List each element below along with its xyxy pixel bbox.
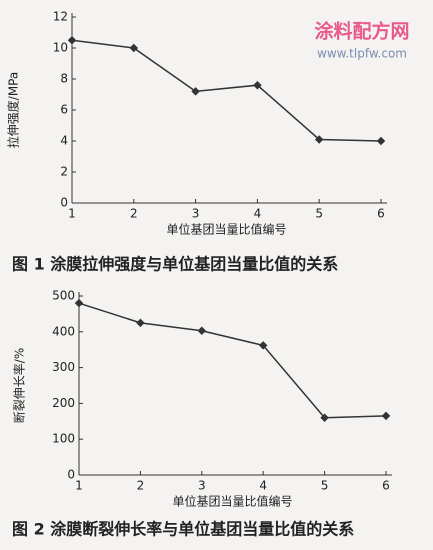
y-tick-label: 400 [52, 324, 75, 338]
x-tick-label: 3 [198, 479, 206, 493]
y-tick-label: 100 [52, 432, 75, 446]
x-tick-label: 2 [130, 207, 138, 221]
y-tick-label: 8 [60, 72, 68, 86]
marker [197, 326, 207, 335]
marker [381, 411, 391, 421]
x-tick-label: 1 [68, 207, 76, 221]
caption: 图 2 涂膜断裂伸长率与单位基团当量比值的关系 [12, 520, 354, 539]
marker [253, 80, 262, 90]
y-axis-label: 拉伸强度/MPa [6, 72, 21, 148]
line [78, 302, 387, 419]
x-tick-label: 5 [315, 207, 323, 221]
y-tick-label: 4 [60, 134, 68, 148]
y-tick-label: 300 [52, 360, 75, 374]
y-tick-label: 12 [53, 10, 68, 24]
x-tick-label: 4 [254, 207, 262, 221]
caption: 图 1 涂膜拉伸强度与单位基团当量比值的关系 [12, 255, 338, 274]
marker [314, 135, 324, 144]
marker [74, 298, 84, 308]
marker [320, 413, 329, 422]
y-tick-label: 0 [67, 468, 75, 482]
x-axis-label: 单位基团当量比值编号 [172, 494, 292, 509]
x-tick-label: 5 [321, 479, 329, 493]
line [71, 39, 382, 142]
y-tick-label: 6 [60, 103, 68, 117]
x-tick-label: 3 [192, 207, 200, 221]
marker [67, 36, 77, 45]
x-tick-label: 6 [382, 479, 390, 493]
x-axis-label: 单位基团当量比值编号 [166, 222, 286, 237]
x-tick-label: 2 [137, 479, 145, 493]
y-tick-label: 0 [60, 196, 68, 210]
x-tick-label: 4 [259, 479, 267, 493]
marker [258, 341, 268, 350]
x-tick-label: 1 [75, 479, 83, 493]
y-tick-label: 500 [52, 289, 75, 303]
watermark-name: 涂料配方网 [314, 20, 409, 43]
marker [136, 318, 145, 328]
watermark-url: www.tlpfw.com [317, 47, 407, 61]
y-tick-label: 2 [60, 165, 68, 179]
marker [191, 87, 200, 96]
x-tick-label: 6 [377, 207, 385, 221]
marker [129, 43, 139, 53]
y-tick-label: 10 [53, 41, 68, 55]
marker [376, 136, 386, 146]
y-axis-label: 断裂伸长率/% [12, 348, 27, 423]
y-tick-label: 200 [52, 396, 75, 410]
